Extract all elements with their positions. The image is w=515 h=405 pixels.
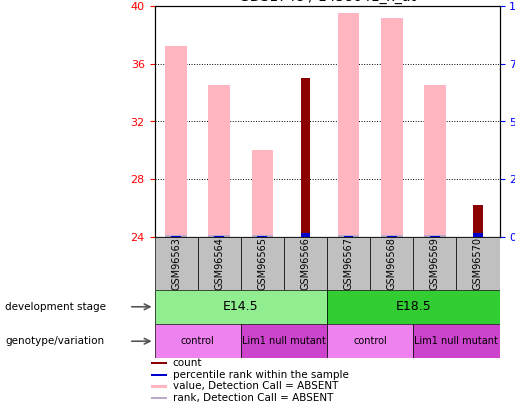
Bar (154, 324, 241, 358)
Text: control: control (181, 336, 215, 346)
Text: development stage: development stage (5, 302, 106, 312)
Bar (241, 324, 327, 358)
Bar (301, 78, 311, 237)
Text: GSM96569: GSM96569 (430, 237, 440, 290)
Bar (258, 236, 267, 237)
Text: GSM96568: GSM96568 (387, 237, 397, 290)
Bar (381, 17, 403, 237)
Text: GSM96563: GSM96563 (171, 237, 181, 290)
Bar (209, 235, 230, 237)
Text: rank, Detection Call = ABSENT: rank, Detection Call = ABSENT (173, 393, 333, 403)
Text: E14.5: E14.5 (223, 300, 259, 313)
Text: genotype/variation: genotype/variation (5, 336, 104, 346)
Bar (214, 236, 224, 237)
Bar (381, 235, 403, 237)
Bar (327, 290, 500, 324)
Bar (151, 374, 167, 376)
Bar (413, 237, 456, 290)
Bar (344, 236, 353, 237)
Bar (151, 397, 167, 399)
Bar (241, 237, 284, 290)
Bar (151, 362, 167, 364)
Bar (327, 237, 370, 290)
Text: GSM96564: GSM96564 (214, 237, 224, 290)
Bar (413, 324, 500, 358)
Title: GDS1748 / 1438641_x_at: GDS1748 / 1438641_x_at (238, 0, 416, 4)
Text: E18.5: E18.5 (396, 300, 431, 313)
Bar (154, 290, 327, 324)
Bar (251, 150, 273, 237)
Text: Lim1 null mutant: Lim1 null mutant (242, 336, 326, 346)
Bar (198, 237, 241, 290)
Text: GSM96570: GSM96570 (473, 237, 483, 290)
Text: value, Detection Call = ABSENT: value, Detection Call = ABSENT (173, 382, 338, 392)
Bar (171, 236, 181, 237)
Bar (370, 237, 413, 290)
Text: GSM96566: GSM96566 (300, 237, 311, 290)
Bar (430, 236, 440, 237)
Text: GSM96565: GSM96565 (258, 237, 267, 290)
Text: control: control (353, 336, 387, 346)
Bar (165, 235, 187, 237)
Bar (338, 13, 359, 237)
Bar (165, 47, 187, 237)
Bar (301, 233, 311, 237)
Text: percentile rank within the sample: percentile rank within the sample (173, 370, 349, 380)
Text: count: count (173, 358, 202, 368)
Bar (473, 205, 483, 237)
Bar (151, 386, 167, 388)
Bar (473, 233, 483, 237)
Text: GSM96567: GSM96567 (344, 237, 354, 290)
Bar (209, 85, 230, 237)
Bar (338, 235, 359, 237)
Bar (387, 236, 397, 237)
Bar (424, 235, 445, 237)
Bar (456, 237, 500, 290)
Text: Lim1 null mutant: Lim1 null mutant (415, 336, 499, 346)
Bar (327, 324, 413, 358)
Bar (251, 235, 273, 237)
Bar (154, 237, 198, 290)
Bar (284, 237, 327, 290)
Bar (424, 85, 445, 237)
